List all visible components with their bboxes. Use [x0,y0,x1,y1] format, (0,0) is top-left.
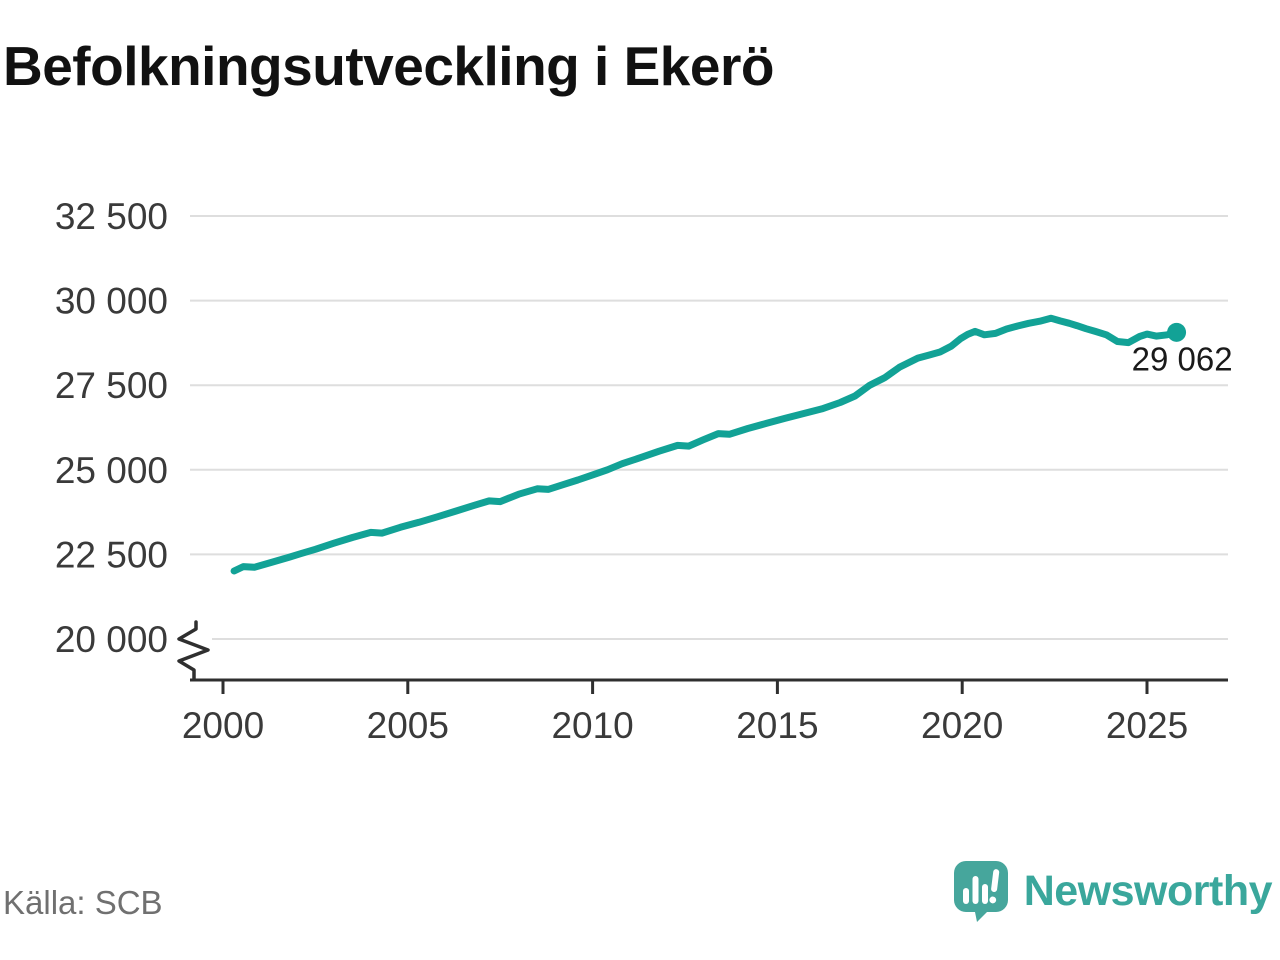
bar-medium-icon [981,884,988,904]
x-tick-label: 2020 [921,705,1003,746]
badge-shape [953,861,1008,922]
newsworthy-badge-icon [953,861,1008,922]
y-tick-label: 20 000 [55,619,168,660]
x-tick-label: 2015 [736,705,818,746]
chart-title: Befolkningsutveckling i Ekerö [3,35,774,97]
exclamation-icon [989,869,999,904]
brand-wordmark: Newsworthy [1023,866,1273,915]
x-tick-label: 2010 [551,705,633,746]
population-line [230,314,1181,575]
bar-small-icon [962,888,969,904]
x-tick-label: 2005 [367,705,449,746]
y-tick-label: 32 500 [55,196,168,237]
x-tick-label: 2000 [182,705,264,746]
y-tick-label: 27 500 [55,365,168,406]
y-tick-label: 25 000 [55,450,168,491]
newsworthy-logo: Newsworthy [953,860,1273,922]
latest-point-marker [1167,322,1187,342]
axis-break-icon [177,620,210,681]
source-label: Källa: SCB [3,884,163,921]
bar-tall-icon [972,876,979,904]
latest-value-label: 29 062 [1132,340,1233,377]
x-tick-label: 2025 [1106,705,1188,746]
y-tick-label: 22 500 [55,534,168,575]
y-tick-label: 30 000 [55,281,168,322]
